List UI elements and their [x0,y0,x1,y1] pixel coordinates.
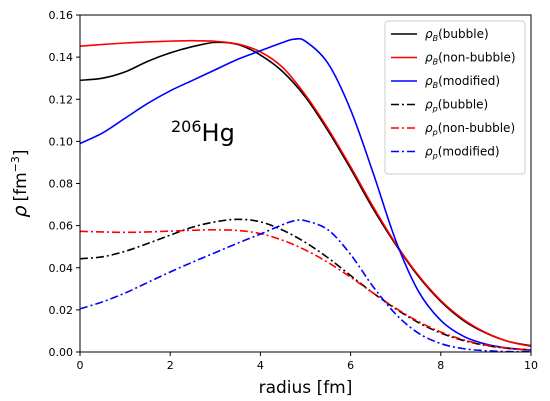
x-axis-label: radius [fm] [259,378,353,398]
x-tick-label: 4 [257,359,264,372]
y-tick-label: 0.00 [49,346,74,359]
y-tick-label: 0.16 [49,9,74,22]
y-tick-label: 0.06 [49,220,74,233]
series-line-6 [80,219,531,352]
y-tick-label: 0.08 [49,178,74,191]
y-tick-label: 0.14 [49,51,74,64]
axis-ticks: 0 2 4 6 8 10 0.00 0.02 0.04 0.06 0.08 0.10 0.12 0.14 0… [49,9,539,372]
series-line-3 [80,37,531,351]
legend: ρB(bubble) ρB(non-bubble) ρB(modified) ρp(b… [384,20,526,175]
y-tick-label: 0.10 [49,135,74,148]
series-line-5 [80,229,531,351]
series-line-1 [80,41,531,347]
legend-entry: ρp(non-bubble) [425,121,515,137]
x-tick-label: 8 [437,359,444,372]
y-tick-label: 0.02 [49,304,74,317]
y-tick-label: 0.12 [49,93,74,106]
x-tick-label: 0 [77,359,84,372]
legend-entry: ρB(modified) [425,74,500,90]
y-tick-label: 0.04 [49,262,74,275]
series-line-2 [80,39,531,348]
legend-entry: ρp(bubble) [425,98,488,114]
x-tick-label: 6 [347,359,354,372]
x-tick-label: 2 [167,359,174,372]
y-axis-label: ρ[fm−3] [9,149,31,217]
legend-entry: ρp(modified) [425,145,500,161]
legend-entry: ρB(bubble) [425,27,489,43]
x-tick-label: 10 [524,359,538,372]
legend-box [384,20,526,175]
series-lines [80,37,531,352]
nucleus-annotation: 206Hg [171,117,235,147]
legend-entry: ρB(non-bubble) [425,51,516,67]
series-line-4 [80,218,531,351]
